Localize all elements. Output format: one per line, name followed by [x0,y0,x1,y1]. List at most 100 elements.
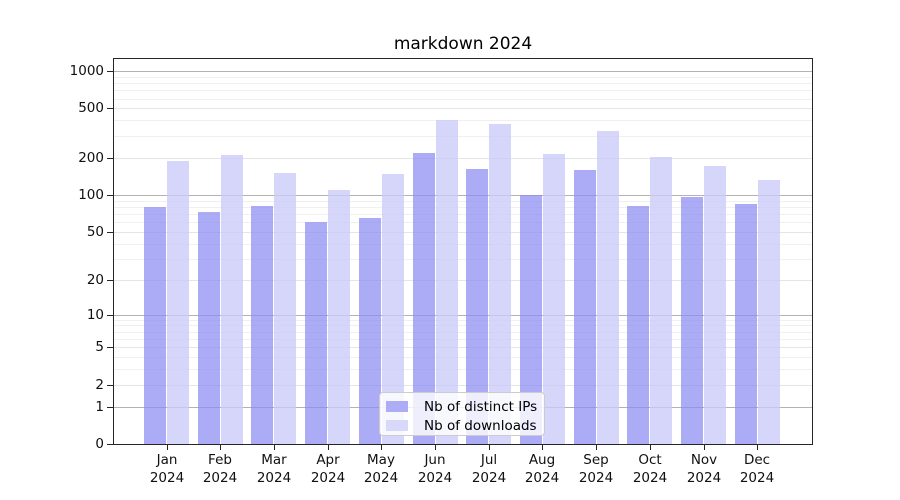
bar-downloads-jul [489,124,512,444]
y-tick-label-0: 0 [95,436,104,452]
x-tick-mark-aug [542,445,543,450]
y-tick-label-5: 5 [95,339,104,355]
gridline-40 [114,243,812,245]
gridline-10 [114,314,812,316]
gridline-600 [114,98,812,100]
legend-item-distinct-ips: Nb of distinct IPs [380,397,544,416]
x-tick-label-oct: Oct 2024 [618,451,682,487]
bar-downloads-nov [704,165,726,444]
x-tick-mark-feb [220,445,221,450]
bar-distinct-ips-mar [251,205,274,444]
legend: Nb of distinct IPs Nb of downloads [379,392,545,436]
x-tick-month: Dec [743,452,771,468]
y-tick-mark-5 [107,347,113,348]
x-tick-year: 2024 [363,470,399,486]
x-tick-month: Nov [690,452,718,468]
gridline-500 [114,108,812,110]
bar-downloads-feb [220,154,243,444]
legend-swatch-distinct-ips [386,401,408,412]
x-tick-label-nov: Nov 2024 [672,451,736,487]
legend-swatch-downloads [386,420,408,431]
y-tick-mark-10 [107,315,113,316]
bar-distinct-ips-jun [412,152,435,444]
y-tick-mark-0 [107,444,113,445]
bar-downloads-may [381,173,404,444]
x-tick-mark-sep [596,445,597,450]
gridline-90 [114,200,812,202]
gridline-4 [114,357,812,359]
bar-downloads-jun [435,120,458,444]
y-tick-label-500: 500 [78,100,104,116]
gridline-200 [114,157,812,159]
x-tick-year: 2024 [471,470,507,486]
bar-distinct-ips-may [358,217,381,444]
bar-downloads-mar [274,173,297,444]
plot-area: Nb of distinct IPs Nb of downloads [113,58,813,445]
x-tick-mark-apr [328,445,329,450]
bar-downloads-aug [542,154,565,444]
bar-downloads-dec [757,180,780,444]
x-tick-label-apr: Apr 2024 [296,451,360,487]
x-tick-year: 2024 [256,470,292,486]
gridline-7 [114,331,812,333]
gridline-20 [114,279,812,281]
bar-distinct-ips-dec [734,203,757,444]
x-tick-mark-nov [704,445,705,450]
y-tick-mark-20 [107,280,113,281]
bar-downloads-jan [167,160,189,444]
gridline-700 [114,90,812,92]
bar-distinct-ips-nov [681,197,703,444]
x-tick-label-feb: Feb 2024 [188,451,252,487]
bar-distinct-ips-oct [627,205,650,444]
legend-label-downloads: Nb of downloads [424,417,537,434]
gridline-5 [114,347,812,349]
x-tick-mark-may [381,445,382,450]
x-tick-month: Jul [480,452,498,468]
x-tick-month: Oct [638,452,662,468]
gridline-80 [114,206,812,208]
legend-item-downloads: Nb of downloads [380,416,544,435]
x-tick-mark-mar [274,445,275,450]
bar-distinct-ips-feb [197,211,220,444]
gridline-8 [114,325,812,327]
x-tick-year: 2024 [632,470,668,486]
x-tick-label-dec: Dec 2024 [725,451,789,487]
gridline-9 [114,319,812,321]
x-tick-mark-jan [167,445,168,450]
x-tick-month: Jan [156,452,178,468]
x-tick-label-sep: Sep 2024 [564,451,628,487]
bar-distinct-ips-jan [144,207,166,444]
x-tick-year: 2024 [202,470,238,486]
x-tick-year: 2024 [578,470,614,486]
y-tick-label-50: 50 [86,224,104,240]
x-tick-month: Jun [424,452,446,468]
bar-downloads-oct [650,156,673,444]
x-tick-month: Mar [261,452,287,468]
x-tick-year: 2024 [686,470,722,486]
x-tick-year: 2024 [310,470,346,486]
x-tick-mark-jul [489,445,490,450]
gridline-6 [114,339,812,340]
chart-title: markdown 2024 [393,34,533,54]
y-tick-label-100: 100 [78,187,104,203]
y-tick-label-20: 20 [86,272,104,288]
x-tick-mark-jun [435,445,436,450]
bar-downloads-sep [596,130,619,444]
x-tick-year: 2024 [524,470,560,486]
gridline-900 [114,76,812,78]
gridline-3 [114,369,812,371]
y-tick-mark-500 [107,108,113,109]
y-tick-mark-1 [107,407,113,408]
x-tick-label-jul: Jul 2024 [457,451,521,487]
x-tick-label-may: May 2024 [349,451,413,487]
x-tick-label-aug: Aug 2024 [510,451,574,487]
y-tick-label-1000: 1000 [69,63,104,79]
gridline-800 [114,83,812,85]
y-tick-label-200: 200 [78,150,104,166]
y-tick-mark-200 [107,158,113,159]
x-tick-label-mar: Mar 2024 [242,451,306,487]
x-tick-mark-dec [757,445,758,450]
gridline-100 [114,194,812,196]
x-tick-year: 2024 [417,470,453,486]
